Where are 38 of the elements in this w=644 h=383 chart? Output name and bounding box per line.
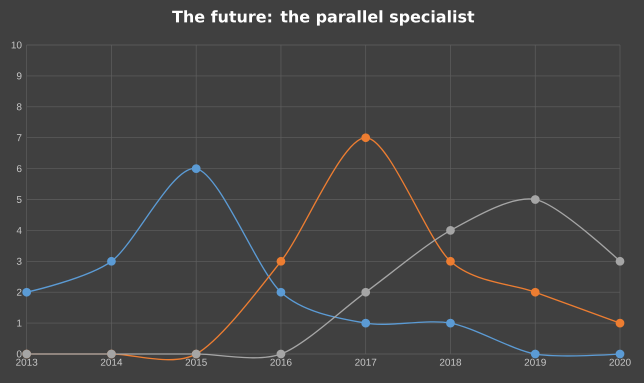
x-tick-label: 2015 [186, 358, 207, 366]
point [192, 164, 201, 173]
point [276, 288, 286, 297]
y-tick-label: 7 [16, 134, 22, 142]
y-tick-label: 8 [16, 103, 22, 110]
x-tick-label: 2017 [355, 358, 376, 366]
y-tick-label: 1 [17, 320, 22, 327]
y-tick-label: 9 [16, 72, 22, 80]
x-tick-label: 2018 [440, 358, 462, 366]
point [616, 318, 624, 328]
chart-title: The future: the parallel specialist [172, 10, 474, 26]
point [107, 256, 116, 266]
x-tick-label: 2013 [16, 358, 38, 366]
point [446, 256, 455, 266]
point [530, 288, 540, 297]
point [530, 195, 540, 204]
point [446, 226, 455, 235]
point [276, 256, 286, 266]
point [361, 288, 370, 297]
x-tick-label: 2016 [270, 358, 292, 366]
y-tick-label: 4 [16, 226, 22, 234]
point [446, 318, 455, 328]
y-tick-label: 3 [16, 258, 22, 265]
point [530, 350, 540, 358]
point [616, 350, 624, 358]
x-tick-label: 2020 [609, 358, 631, 366]
x-tick-label: 2014 [100, 358, 122, 366]
point [361, 133, 370, 142]
y-tick-label: 0 [16, 350, 22, 358]
y-tick-label: 10 [12, 41, 22, 49]
point [276, 350, 286, 358]
point [22, 288, 32, 297]
y-tick-label: 6 [16, 165, 22, 172]
y-tick-label: 2 [16, 288, 22, 296]
point [616, 256, 624, 266]
x-tick-label: 2019 [524, 358, 546, 366]
point [361, 318, 370, 328]
y-tick-label: 5 [16, 196, 22, 203]
